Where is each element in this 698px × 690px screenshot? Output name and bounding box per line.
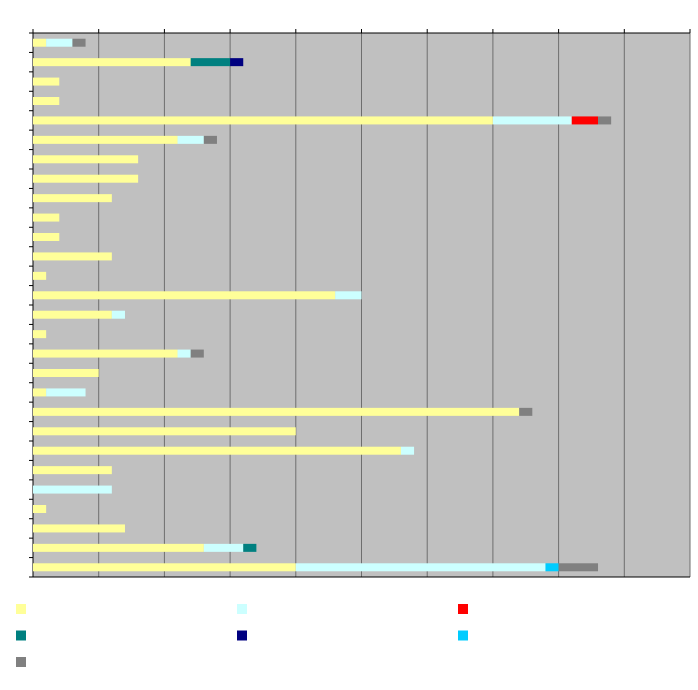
bar-segment	[335, 291, 362, 300]
legend-swatch	[16, 604, 26, 614]
bar-segment	[33, 213, 60, 222]
bar-segment	[33, 388, 47, 397]
bar-segment	[33, 466, 112, 475]
bar-segment	[190, 58, 231, 67]
bar-segment	[46, 388, 86, 397]
bar-segment	[177, 135, 204, 144]
legend-swatch	[16, 657, 26, 667]
bar-segment	[33, 563, 296, 572]
bar-segment	[203, 135, 217, 144]
bar-segment	[111, 310, 125, 319]
legend-swatch	[458, 604, 468, 614]
bar-segment	[33, 58, 191, 67]
bar-segment	[33, 97, 60, 105]
bar-segment	[295, 563, 546, 572]
bar-segment	[33, 310, 112, 319]
bar-segment	[492, 116, 572, 125]
bar-segment	[400, 446, 415, 455]
bar-segment	[33, 505, 47, 513]
bar-segment	[46, 38, 73, 47]
bar-segment	[33, 369, 99, 377]
bar-segment	[519, 407, 533, 416]
bar-segment	[33, 543, 204, 552]
bar-segment	[33, 407, 520, 416]
legend-swatch	[237, 604, 247, 614]
bar-segment	[33, 349, 178, 358]
legend-swatch	[237, 630, 247, 641]
bar-segment	[33, 271, 47, 280]
bar-segment	[203, 543, 244, 552]
bar-segment	[33, 330, 47, 339]
bar-segment	[33, 252, 112, 261]
bar-segment	[33, 446, 401, 455]
bar-segment	[33, 427, 296, 436]
bar-segment	[33, 485, 112, 494]
bar-segment	[598, 116, 612, 125]
legend-swatch	[16, 630, 26, 641]
bar-segment	[243, 543, 257, 552]
bar-segment	[33, 194, 112, 203]
bar-segment	[33, 135, 178, 144]
bar-segment	[190, 349, 204, 358]
bar-segment	[33, 155, 139, 164]
bar-segment	[33, 77, 60, 86]
bar-segment	[33, 291, 336, 300]
bar-segment	[33, 38, 47, 47]
bar-segment	[545, 563, 559, 572]
bar-segment	[230, 58, 244, 67]
legend-swatch	[458, 630, 468, 641]
bar-segment	[33, 116, 493, 125]
bar-segment	[33, 233, 60, 241]
bar-segment	[72, 38, 86, 47]
bar-segment	[33, 524, 125, 533]
bar-segment	[33, 174, 139, 183]
bar-segment	[558, 563, 599, 572]
bar-segment	[177, 349, 191, 358]
bar-segment	[571, 116, 599, 125]
